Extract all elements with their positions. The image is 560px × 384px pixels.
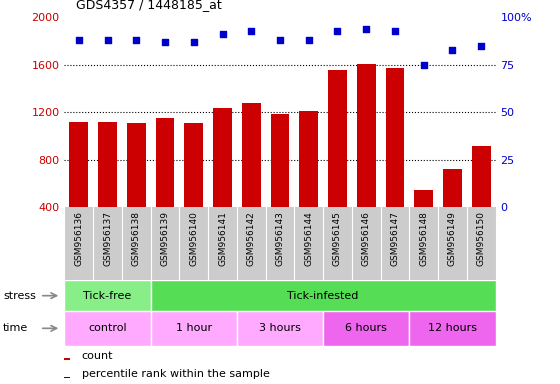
- Bar: [64, 359, 70, 360]
- Text: stress: stress: [3, 291, 36, 301]
- Bar: [127, 123, 146, 207]
- Point: [189, 39, 198, 45]
- Text: GSM956141: GSM956141: [218, 211, 227, 266]
- Text: GSM956140: GSM956140: [189, 211, 198, 266]
- Bar: [213, 108, 232, 207]
- Point: [362, 26, 371, 32]
- Bar: [156, 118, 174, 207]
- Text: GSM956143: GSM956143: [276, 211, 284, 266]
- Point: [132, 37, 141, 43]
- Text: 1 hour: 1 hour: [176, 323, 212, 333]
- Text: GSM956144: GSM956144: [304, 211, 313, 266]
- Bar: [270, 114, 290, 207]
- Text: 12 hours: 12 hours: [428, 323, 477, 333]
- Bar: [237, 311, 323, 346]
- Bar: [300, 111, 318, 207]
- Point: [161, 39, 170, 45]
- Point: [390, 28, 399, 34]
- Bar: [64, 376, 70, 378]
- Bar: [184, 123, 203, 207]
- Text: GSM956147: GSM956147: [390, 211, 399, 266]
- Bar: [151, 280, 496, 311]
- Point: [276, 37, 284, 43]
- Text: GDS4357 / 1448185_at: GDS4357 / 1448185_at: [76, 0, 221, 12]
- Bar: [443, 169, 462, 207]
- Point: [448, 46, 457, 53]
- Bar: [357, 64, 376, 207]
- Text: GSM956142: GSM956142: [247, 211, 256, 266]
- Text: GSM956149: GSM956149: [448, 211, 457, 266]
- Bar: [151, 311, 237, 346]
- Text: 6 hours: 6 hours: [346, 323, 387, 333]
- Point: [74, 37, 83, 43]
- Text: count: count: [82, 351, 113, 361]
- Text: 3 hours: 3 hours: [259, 323, 301, 333]
- Text: percentile rank within the sample: percentile rank within the sample: [82, 369, 269, 379]
- Bar: [64, 280, 151, 311]
- Text: GSM956139: GSM956139: [161, 211, 170, 266]
- Bar: [69, 122, 88, 207]
- Text: GSM956145: GSM956145: [333, 211, 342, 266]
- Text: time: time: [3, 323, 29, 333]
- Bar: [328, 70, 347, 207]
- Text: Tick-infested: Tick-infested: [287, 291, 359, 301]
- Text: control: control: [88, 323, 127, 333]
- Bar: [409, 311, 496, 346]
- Text: GSM956146: GSM956146: [362, 211, 371, 266]
- Text: Tick-free: Tick-free: [83, 291, 132, 301]
- Point: [477, 43, 486, 49]
- Point: [103, 37, 112, 43]
- Text: GSM956150: GSM956150: [477, 211, 486, 266]
- Bar: [472, 146, 491, 207]
- Text: GSM956137: GSM956137: [103, 211, 112, 266]
- Bar: [386, 68, 404, 207]
- Bar: [242, 103, 260, 207]
- Text: GSM956138: GSM956138: [132, 211, 141, 266]
- Point: [304, 37, 313, 43]
- Bar: [323, 311, 409, 346]
- Point: [218, 31, 227, 38]
- Bar: [64, 311, 151, 346]
- Bar: [98, 122, 117, 207]
- Text: GSM956136: GSM956136: [74, 211, 83, 266]
- Point: [419, 62, 428, 68]
- Point: [247, 28, 256, 34]
- Bar: [414, 190, 433, 207]
- Point: [333, 28, 342, 34]
- Text: GSM956148: GSM956148: [419, 211, 428, 266]
